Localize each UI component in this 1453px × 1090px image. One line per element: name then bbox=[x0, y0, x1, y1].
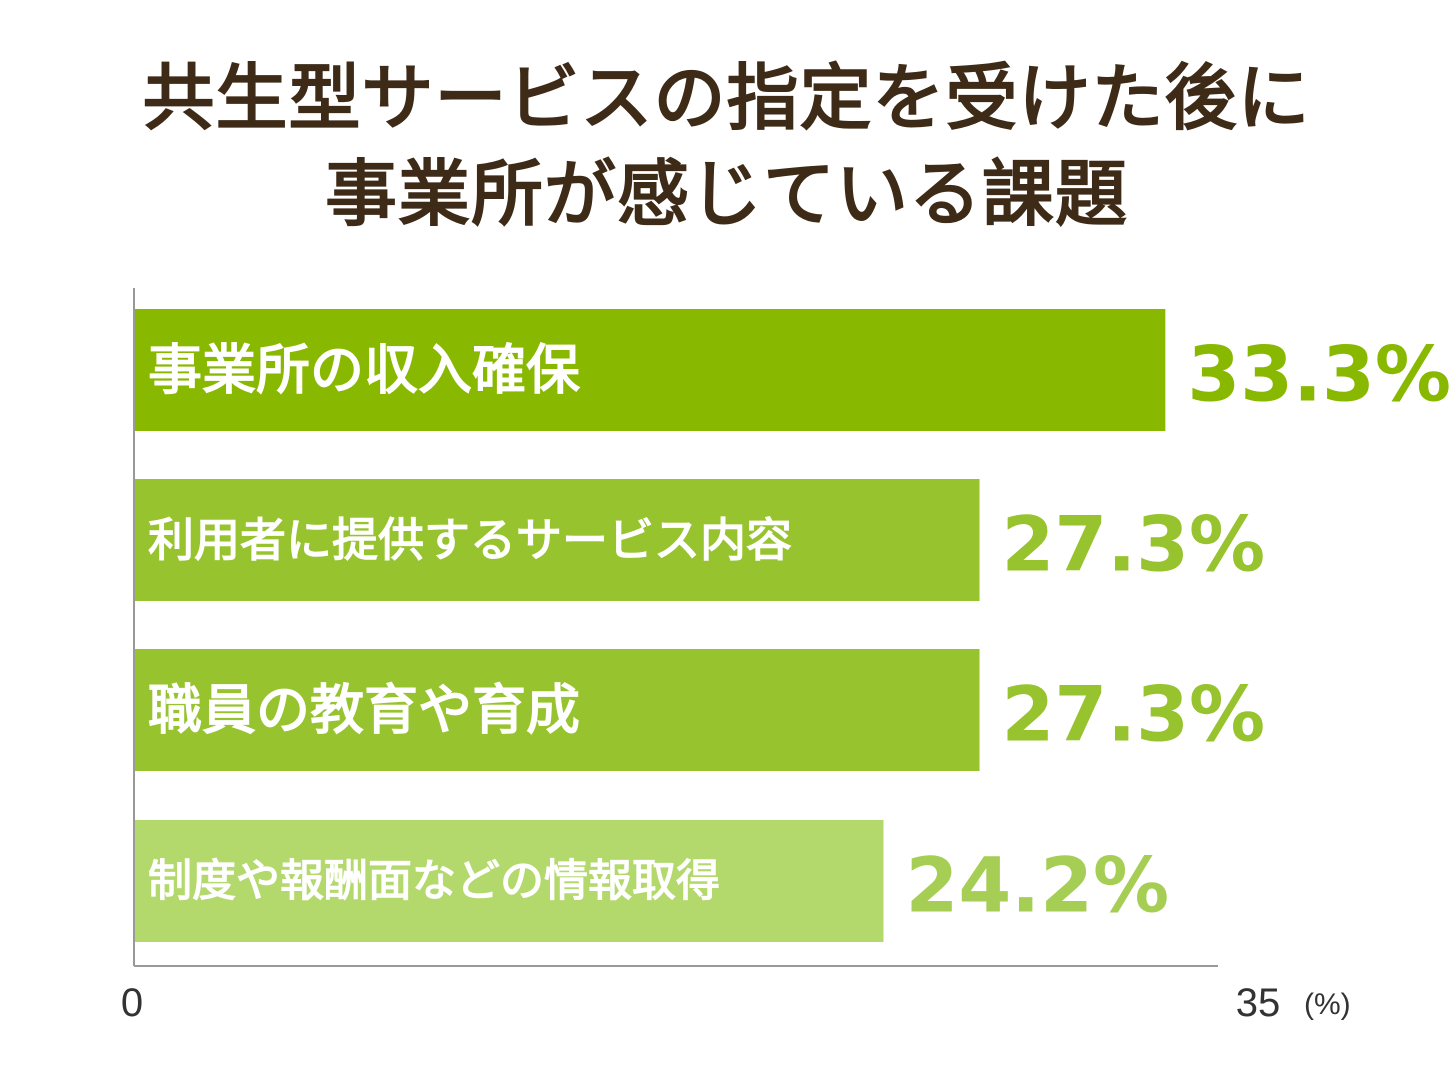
bar-2 bbox=[134, 479, 980, 601]
chart-title-line-1: 共生型サービスの指定を受けた後に bbox=[142, 56, 1311, 140]
bar-label-2: 利用者に提供するサービス内容 bbox=[148, 513, 792, 567]
bars-layer: 事業所の収入確保 33.3% 利用者に提供するサービス内容 27.3% 職員の教育や育成… bbox=[134, 309, 1451, 942]
x-axis-unit: (%) bbox=[1304, 988, 1351, 1021]
value-label-2: 27.3% bbox=[1002, 500, 1266, 589]
chart-title-line-2: 事業所が感じている課題 bbox=[324, 152, 1128, 236]
x-tick-label-min: 0 bbox=[121, 981, 143, 1025]
bar-4 bbox=[134, 820, 884, 942]
chart-title: 共生型サービスの指定を受けた後に 事業所が感じている課題 bbox=[0, 50, 1453, 242]
bar-3 bbox=[134, 649, 980, 771]
bar-label-3: 職員の教育や育成 bbox=[148, 679, 580, 742]
value-label-4: 24.2% bbox=[906, 841, 1170, 930]
bar-label-1: 事業所の収入確保 bbox=[148, 339, 581, 402]
value-label-1: 33.3% bbox=[1187, 330, 1451, 419]
bar-label-4: 制度や報酬面などの情報取得 bbox=[148, 856, 720, 907]
x-tick-label-max: 35 bbox=[1236, 981, 1281, 1025]
bar-1 bbox=[134, 309, 1166, 431]
value-label-3: 27.3% bbox=[1002, 670, 1266, 759]
